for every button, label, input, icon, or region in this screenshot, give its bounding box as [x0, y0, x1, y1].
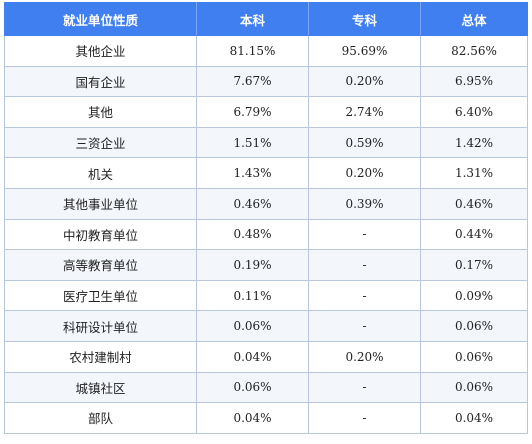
cell-zhuanke: 2.74%	[309, 97, 421, 128]
cell-name: 农村建制村	[5, 341, 197, 372]
header-benke: 本科	[197, 3, 309, 36]
cell-zhuanke: -	[309, 219, 421, 250]
table-row: 中初教育单位 0.48% - 0.44%	[5, 219, 528, 250]
cell-benke: 0.06%	[197, 372, 309, 403]
cell-benke: 0.04%	[197, 403, 309, 434]
cell-zongti: 0.06%	[421, 372, 528, 403]
cell-zongti: 1.42%	[421, 127, 528, 158]
cell-zongti: 0.06%	[421, 311, 528, 342]
cell-name: 国有企业	[5, 66, 197, 97]
table-row: 城镇社区 0.06% - 0.06%	[5, 372, 528, 403]
cell-benke: 1.43%	[197, 158, 309, 189]
table-row: 科研设计单位 0.06% - 0.06%	[5, 311, 528, 342]
cell-zhuanke: 0.59%	[309, 127, 421, 158]
cell-zhuanke: -	[309, 403, 421, 434]
cell-name: 其他事业单位	[5, 188, 197, 219]
table-row: 三资企业 1.51% 0.59% 1.42%	[5, 127, 528, 158]
table-row: 国有企业 7.67% 0.20% 6.95%	[5, 66, 528, 97]
cell-zhuanke: 0.20%	[309, 158, 421, 189]
cell-zhuanke: 0.39%	[309, 188, 421, 219]
cell-zhuanke: 0.20%	[309, 66, 421, 97]
cell-name: 其他企业	[5, 36, 197, 67]
cell-zongti: 0.17%	[421, 250, 528, 281]
cell-zongti: 0.46%	[421, 188, 528, 219]
cell-zhuanke: -	[309, 372, 421, 403]
cell-zongti: 0.44%	[421, 219, 528, 250]
cell-name: 机关	[5, 158, 197, 189]
cell-zhuanke: -	[309, 311, 421, 342]
table-row: 农村建制村 0.04% 0.20% 0.06%	[5, 341, 528, 372]
cell-zhuanke: 95.69%	[309, 36, 421, 67]
table-row: 其他 6.79% 2.74% 6.40%	[5, 97, 528, 128]
table-row: 其他事业单位 0.46% 0.39% 0.46%	[5, 188, 528, 219]
cell-benke: 0.06%	[197, 311, 309, 342]
employment-table: 就业单位性质 本科 专科 总体 其他企业 81.15% 95.69% 82.56…	[4, 2, 528, 434]
header-zhuanke: 专科	[309, 3, 421, 36]
cell-zongti: 0.06%	[421, 341, 528, 372]
cell-benke: 0.19%	[197, 250, 309, 281]
cell-zongti: 0.04%	[421, 403, 528, 434]
table-row: 机关 1.43% 0.20% 1.31%	[5, 158, 528, 189]
cell-name: 城镇社区	[5, 372, 197, 403]
cell-benke: 0.48%	[197, 219, 309, 250]
cell-benke: 0.11%	[197, 280, 309, 311]
cell-zhuanke: 0.20%	[309, 341, 421, 372]
cell-benke: 0.04%	[197, 341, 309, 372]
cell-zongti: 6.95%	[421, 66, 528, 97]
cell-name: 高等教育单位	[5, 250, 197, 281]
cell-zhuanke: -	[309, 280, 421, 311]
cell-benke: 7.67%	[197, 66, 309, 97]
header-zongti: 总体	[421, 3, 528, 36]
table-row: 高等教育单位 0.19% - 0.17%	[5, 250, 528, 281]
cell-name: 部队	[5, 403, 197, 434]
cell-name: 中初教育单位	[5, 219, 197, 250]
cell-zongti: 82.56%	[421, 36, 528, 67]
cell-benke: 1.51%	[197, 127, 309, 158]
table-row: 部队 0.04% - 0.04%	[5, 403, 528, 434]
header-row: 就业单位性质 本科 专科 总体	[5, 3, 528, 36]
cell-benke: 6.79%	[197, 97, 309, 128]
cell-zongti: 6.40%	[421, 97, 528, 128]
table-row: 医疗卫生单位 0.11% - 0.09%	[5, 280, 528, 311]
cell-name: 三资企业	[5, 127, 197, 158]
cell-zhuanke: -	[309, 250, 421, 281]
cell-zongti: 1.31%	[421, 158, 528, 189]
cell-name: 医疗卫生单位	[5, 280, 197, 311]
cell-benke: 0.46%	[197, 188, 309, 219]
cell-name: 其他	[5, 97, 197, 128]
header-unit-type: 就业单位性质	[5, 3, 197, 36]
cell-benke: 81.15%	[197, 36, 309, 67]
cell-name: 科研设计单位	[5, 311, 197, 342]
cell-zongti: 0.09%	[421, 280, 528, 311]
table-row: 其他企业 81.15% 95.69% 82.56%	[5, 36, 528, 67]
